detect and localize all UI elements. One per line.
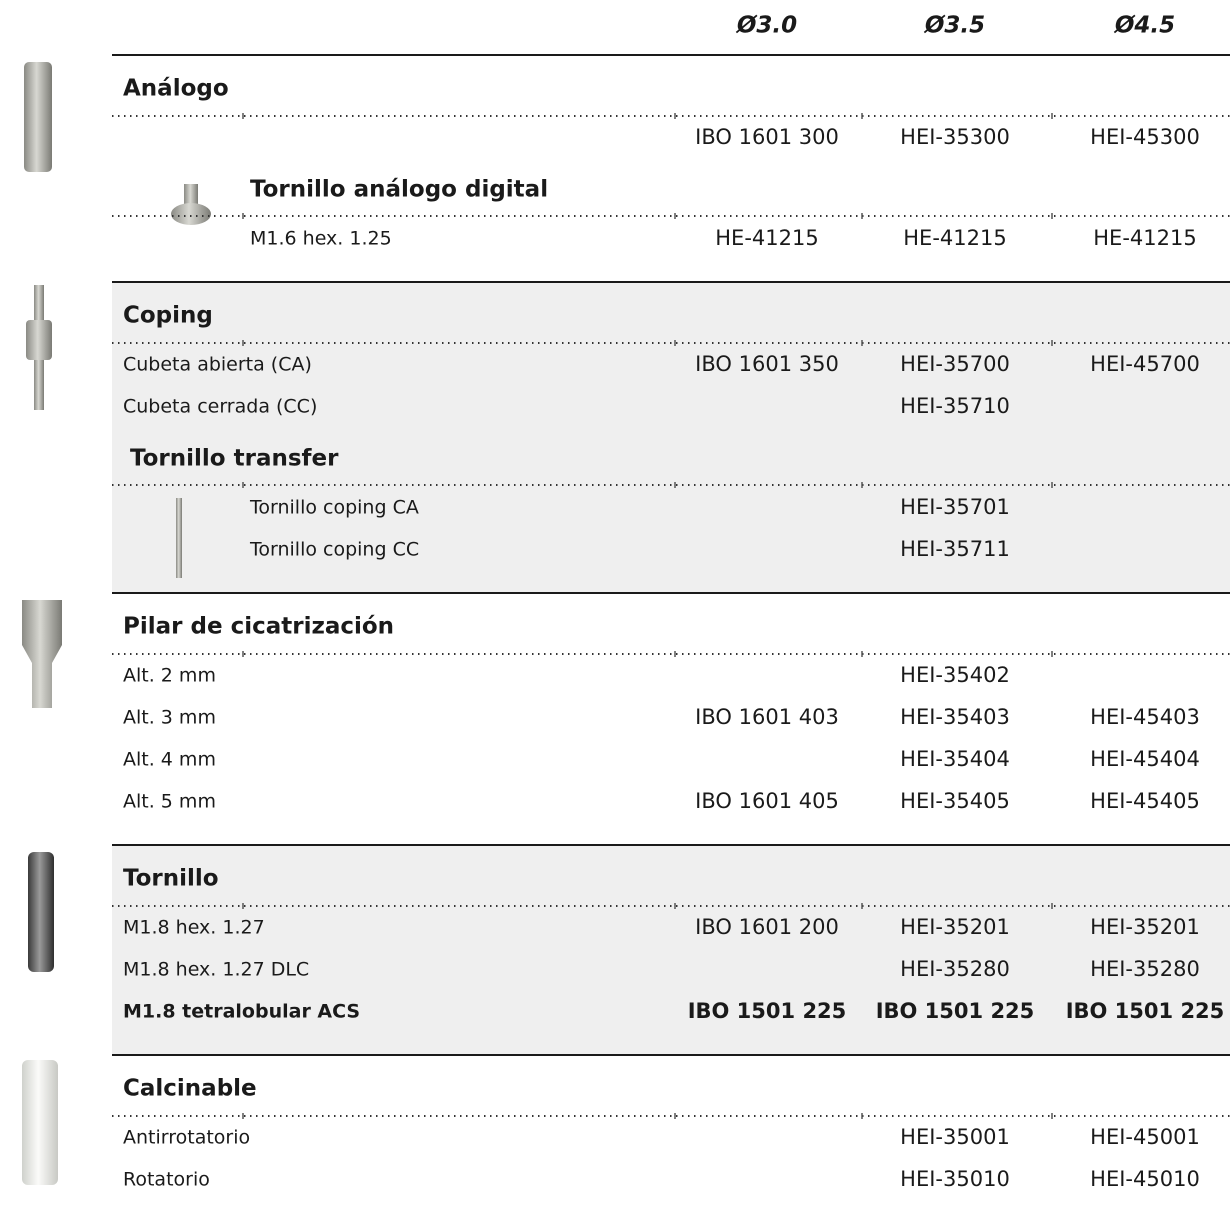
- row-label: Alt. 5 mm: [123, 791, 216, 813]
- code-cell: HEI-35201: [1090, 915, 1200, 939]
- row-label: M1.8 tetralobular ACS: [123, 1001, 360, 1023]
- subsection-title: Tornillo transfer: [130, 446, 339, 472]
- code-cell: HEI-35404: [900, 747, 1010, 771]
- code-cell: IBO 1501 225: [688, 999, 847, 1023]
- row-label: M1.6 hex. 1.25: [250, 228, 392, 250]
- column-header: Ø4.5: [1113, 13, 1175, 39]
- code-cell: HEI-35701: [900, 495, 1010, 519]
- row-label: M1.8 hex. 1.27 DLC: [123, 959, 309, 981]
- section-title: Análogo: [123, 76, 229, 102]
- code-cell: HEI-35001: [900, 1125, 1010, 1149]
- code-cell: HEI-35403: [900, 705, 1010, 729]
- row-label: Alt. 2 mm: [123, 665, 216, 687]
- column-header: Ø3.5: [923, 13, 985, 39]
- code-cell: IBO 1501 225: [876, 999, 1035, 1023]
- code-cell: HE-41215: [1093, 226, 1196, 250]
- column-header: Ø3.0: [735, 13, 797, 39]
- code-cell: HE-41215: [903, 226, 1006, 250]
- section-bg: [112, 1055, 1230, 1209]
- code-cell: IBO 1601 405: [695, 789, 839, 813]
- code-cell: HEI-45405: [1090, 789, 1200, 813]
- code-cell: HEI-45700: [1090, 352, 1200, 376]
- section-title: Tornillo: [123, 866, 219, 892]
- row-label: Cubeta cerrada (CC): [123, 396, 317, 418]
- row-label: Alt. 3 mm: [123, 707, 216, 729]
- row-label: Alt. 4 mm: [123, 749, 216, 771]
- row-label: Cubeta abierta (CA): [123, 354, 312, 376]
- row-label: Antirrotatorio: [123, 1127, 250, 1149]
- section-title: Calcinable: [123, 1076, 257, 1102]
- code-cell: HEI-35700: [900, 352, 1010, 376]
- row-label: Tornillo coping CA: [249, 497, 419, 519]
- code-cell: HEI-35201: [900, 915, 1010, 939]
- code-cell: IBO 1601 403: [695, 705, 839, 729]
- code-cell: HEI-45404: [1090, 747, 1200, 771]
- code-cell: HE-41215: [715, 226, 818, 250]
- code-cell: HEI-35010: [900, 1167, 1010, 1191]
- icons: [22, 62, 211, 1185]
- code-cell: IBO 1601 300: [695, 125, 839, 149]
- section-title: Coping: [123, 303, 213, 329]
- row-label: Rotatorio: [123, 1169, 210, 1191]
- code-cell: HEI-45001: [1090, 1125, 1200, 1149]
- section-bg: [112, 845, 1230, 1055]
- code-cell: HEI-35280: [1090, 957, 1200, 981]
- code-cell: HEI-35402: [900, 663, 1010, 687]
- code-cell: HEI-45010: [1090, 1167, 1200, 1191]
- code-cell: HEI-35710: [900, 394, 1010, 418]
- row-label: M1.8 hex. 1.27: [123, 917, 265, 939]
- code-cell: IBO 1501 225: [1066, 999, 1225, 1023]
- row-label: Tornillo coping CC: [249, 539, 419, 561]
- code-cell: IBO 1601 350: [695, 352, 839, 376]
- subsection-title: Tornillo análogo digital: [250, 177, 548, 203]
- section-bg: [112, 593, 1230, 845]
- section-bg: [112, 55, 1230, 282]
- code-cell: HEI-35280: [900, 957, 1010, 981]
- section-title: Pilar de cicatrización: [123, 614, 394, 640]
- section-bg: [112, 282, 1230, 593]
- code-cell: HEI-45300: [1090, 125, 1200, 149]
- code-cell: HEI-35405: [900, 789, 1010, 813]
- code-cell: HEI-35711: [900, 537, 1010, 561]
- code-cell: HEI-45403: [1090, 705, 1200, 729]
- code-cell: IBO 1601 200: [695, 915, 839, 939]
- code-cell: HEI-35300: [900, 125, 1010, 149]
